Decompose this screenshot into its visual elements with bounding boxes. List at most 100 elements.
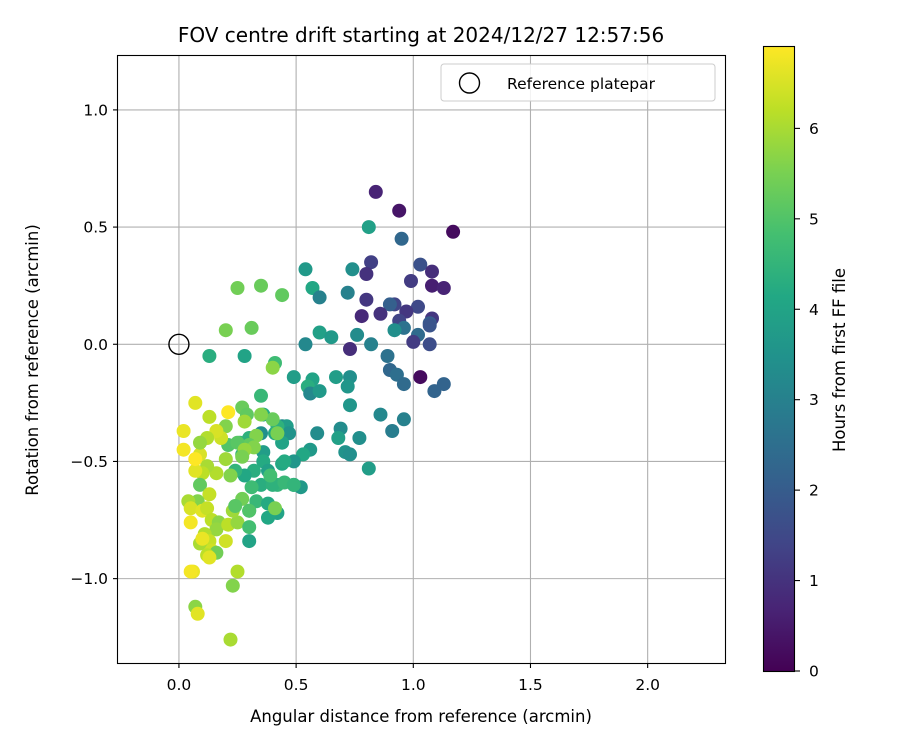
data-point: [268, 501, 282, 516]
data-point: [345, 262, 360, 277]
data-point: [221, 405, 236, 420]
data-point: [392, 203, 407, 218]
data-point: [446, 224, 461, 239]
chart-title: FOV centre drift starting at 2024/12/27 …: [178, 23, 664, 47]
data-point: [237, 349, 252, 363]
data-point: [364, 337, 379, 352]
data-point: [368, 184, 383, 199]
data-point: [286, 477, 301, 492]
data-point: [298, 262, 313, 277]
data-point: [298, 337, 313, 352]
data-point: [188, 452, 203, 467]
data-point: [354, 309, 369, 324]
data-point: [209, 522, 224, 537]
data-point: [235, 449, 250, 464]
data-point: [413, 257, 428, 272]
legend-box: [440, 63, 716, 102]
x-tick-label: 0.0: [167, 676, 192, 694]
data-point: [195, 531, 210, 546]
colorbar-tick-label: 2: [809, 482, 819, 500]
data-point: [223, 632, 238, 647]
colorbar-tick-label: 0: [809, 663, 819, 681]
data-point: [188, 463, 203, 478]
data-point: [176, 424, 191, 438]
data-point: [202, 409, 217, 424]
data-point: [286, 370, 301, 385]
data-point: [364, 255, 379, 270]
data-point: [244, 320, 259, 335]
data-point: [270, 426, 285, 441]
data-point: [202, 487, 217, 502]
data-point: [385, 424, 400, 438]
data-point: [312, 290, 327, 305]
grid: [118, 56, 725, 663]
legend-entry-label: Reference platepar: [507, 75, 656, 93]
data-point: [406, 334, 421, 349]
data-point: [436, 281, 451, 295]
colorbar-tick-label: 1: [809, 572, 819, 590]
data-point: [218, 534, 233, 549]
data-point: [387, 323, 402, 338]
data-point: [275, 288, 290, 303]
data-point: [193, 477, 207, 492]
data-point: [242, 520, 257, 535]
data-point: [340, 379, 355, 394]
data-point: [413, 370, 428, 385]
y-tick-label: 0.5: [83, 219, 108, 237]
data-point: [200, 501, 215, 516]
y-tick-label: 1.0: [83, 101, 108, 119]
data-point: [244, 480, 259, 495]
data-point: [425, 278, 439, 293]
data-point: [230, 281, 245, 295]
data-point: [380, 349, 395, 363]
data-point: [422, 337, 437, 352]
data-point: [188, 395, 203, 410]
data-point: [343, 447, 357, 462]
colorbar-tick-label: 4: [809, 301, 819, 319]
data-point: [265, 412, 280, 427]
data-point: [265, 360, 280, 375]
data-point: [382, 297, 397, 312]
x-tick-label: 1.5: [518, 676, 543, 694]
data-point: [183, 515, 198, 530]
data-point: [183, 564, 198, 579]
legend: Reference platepar: [440, 63, 716, 102]
colorbar-ticks: 0 1 2 3 4 5 6: [795, 120, 819, 681]
data-point: [427, 384, 442, 399]
x-ticks: 0.0 0.5 1.0 1.5 2.0: [167, 663, 660, 694]
data-point: [312, 325, 327, 340]
data-point: [411, 299, 425, 314]
data-point: [230, 515, 245, 530]
data-point: [176, 442, 191, 457]
data-point: [373, 306, 388, 321]
data-point: [373, 407, 388, 422]
data-point: [343, 398, 357, 413]
data-point: [242, 534, 257, 549]
y-ticks: 1.0 0.5 0.0 −0.5 −1.0: [70, 101, 118, 588]
data-point: [202, 349, 217, 363]
data-point: [425, 264, 439, 279]
data-point: [254, 278, 268, 293]
data-point: [228, 499, 243, 513]
data-point: [254, 388, 268, 403]
data-point: [237, 414, 252, 429]
data-point: [396, 377, 411, 392]
data-point: [350, 327, 365, 342]
data-point: [404, 274, 418, 288]
data-point: [359, 292, 374, 307]
data-point: [343, 342, 357, 356]
data-point: [193, 435, 207, 450]
data-point: [277, 454, 292, 469]
y-tick-label: −1.0: [70, 570, 108, 588]
data-point: [183, 501, 198, 516]
x-tick-label: 2.0: [635, 676, 660, 694]
colorbar-label: Hours from first FF file: [830, 268, 849, 452]
colorbar: 0 1 2 3 4 5 6 Hours from first FF file: [762, 45, 849, 681]
data-point: [310, 426, 325, 441]
data-point: [223, 468, 238, 483]
plot-frame: [116, 54, 727, 665]
reference-marker: [168, 333, 190, 355]
points: [176, 184, 461, 647]
colorbar-tick-label: 5: [809, 210, 819, 228]
y-tick-label: −0.5: [70, 453, 108, 471]
